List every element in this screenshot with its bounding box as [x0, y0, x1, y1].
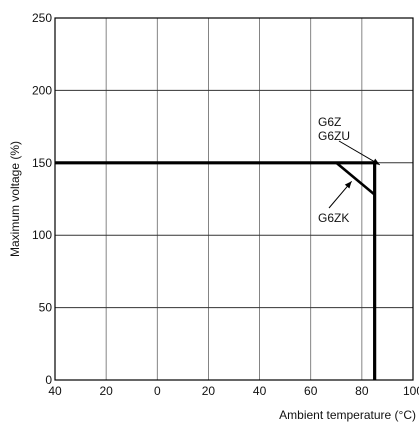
series-line-g6z-g6zu: [55, 161, 377, 380]
y-tick-label: 50: [39, 301, 53, 315]
x-tick-label: 20: [99, 384, 113, 398]
x-tick-label: 0: [154, 384, 161, 398]
annotation-g6zk: G6ZK: [318, 211, 349, 225]
grid: [55, 18, 413, 380]
y-tick-label: 0: [45, 373, 52, 387]
y-tick-label: 100: [32, 228, 52, 242]
x-axis-label: Ambient temperature (°C): [279, 408, 416, 422]
series-group: [55, 161, 377, 380]
series-line-g6zk: [335, 161, 376, 196]
y-tick-labels: 0 50 100 150 200 250: [32, 11, 52, 387]
x-tick-label: 60: [304, 384, 318, 398]
x-tick-label: 80: [355, 384, 369, 398]
y-tick-label: 200: [32, 83, 52, 97]
x-tick-label: 40: [253, 384, 267, 398]
x-tick-labels: 40 20 0 20 40 60 80 100: [48, 384, 419, 398]
y-tick-label: 150: [32, 156, 52, 170]
annotation-arrow-g6z-g6zu: [338, 140, 381, 166]
x-tick-label: 100: [403, 384, 419, 398]
x-tick-label: 20: [202, 384, 216, 398]
annotation-arrow-g6zk-head: [344, 181, 352, 189]
x-tick-label: 40: [48, 384, 62, 398]
annotation-g6z-g6zu: G6Z G6ZU: [318, 115, 350, 143]
annotation-arrow-g6z-g6zu-head: [372, 158, 380, 165]
plot-frame: [54, 17, 414, 381]
annotation-group: G6Z G6ZU G6ZK: [318, 115, 381, 225]
y-axis-label: Maximum voltage (%): [8, 141, 22, 257]
y-tick-label: 250: [32, 11, 52, 25]
